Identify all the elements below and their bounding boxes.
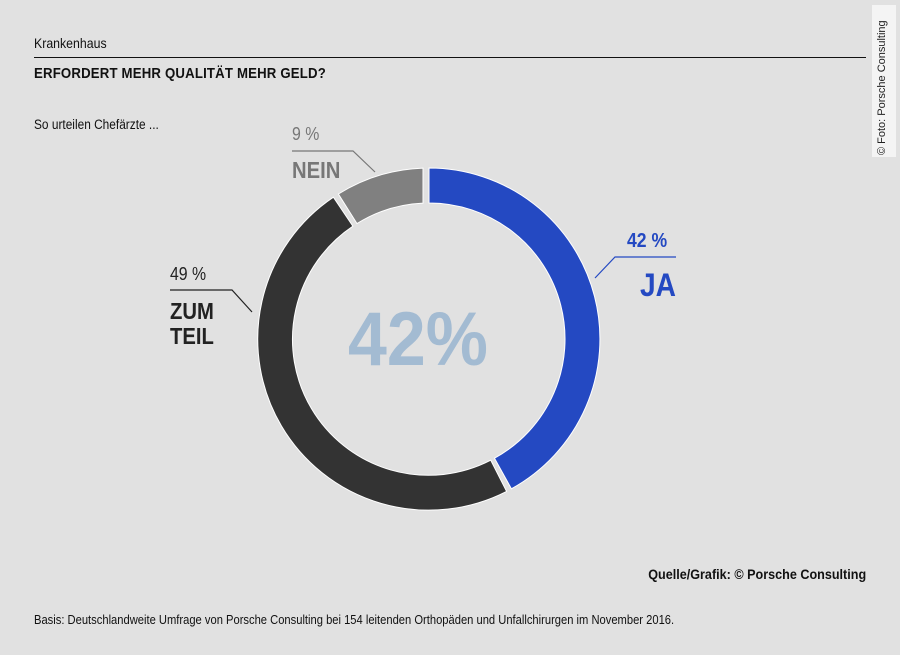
- section-kicker: Krankenhaus: [34, 35, 107, 51]
- leader-line-nein: [292, 150, 376, 173]
- header-divider: [34, 57, 866, 58]
- slice-nein: [337, 167, 424, 225]
- photo-credit-box: [872, 5, 896, 157]
- basis-note: Basis: Deutschlandweite Umfrage von Pors…: [34, 612, 675, 627]
- center-value: 42%: [348, 297, 488, 382]
- leader-line-zum-teil: [170, 289, 253, 313]
- label-zum-teil-pct: 49 %: [170, 264, 207, 284]
- label-zum-teil-name-1: ZUM: [170, 298, 214, 324]
- label-zum-teil-name-2: TEIL: [170, 323, 214, 349]
- chart-title: ERFORDERT MEHR QUALITÄT MEHR GELD?: [34, 65, 326, 82]
- label-nein-name: NEIN: [292, 157, 341, 183]
- label-ja-name: JA: [640, 267, 676, 303]
- source-credit: Quelle/Grafik: © Porsche Consulting: [648, 566, 866, 582]
- leader-line-ja: [594, 256, 676, 279]
- label-ja-pct: 42 %: [627, 230, 668, 252]
- chart-subtitle: So urteilen Chefärzte ...: [34, 117, 159, 132]
- slice-zum-teil: [257, 196, 508, 511]
- label-nein-pct: 9 %: [292, 124, 320, 144]
- slice-ja: [428, 167, 601, 490]
